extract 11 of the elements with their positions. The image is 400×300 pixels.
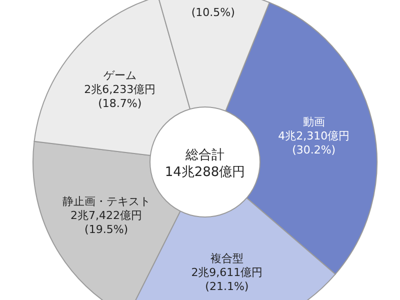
data-label: 2兆7,422億円 (19.5%) [70,208,142,236]
slice-label: ゲーム [103,69,136,82]
text: 14兆288億円 [164,165,246,180]
data-label: 4兆2,310億円 (30.2%) [278,130,350,157]
slice-label: 複合型 [210,252,244,265]
text: 総合計 [184,148,224,163]
data-label: (10.5%) [191,6,235,20]
data-label: 2兆6,233億円 (18.7%) [84,83,156,110]
slice-label: 動画 [302,116,325,129]
data-label: 2兆9,611億円 (21.1%) [191,266,263,293]
slice-label: 静止画・テキスト [62,194,150,208]
